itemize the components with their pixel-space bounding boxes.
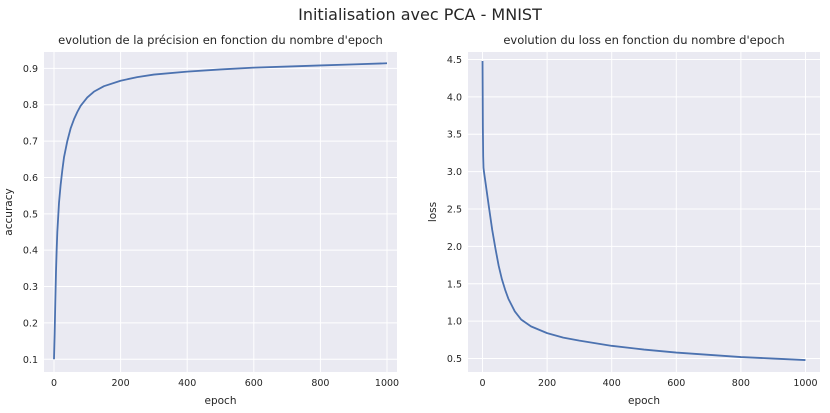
loss-y-tick-label: 2.5 bbox=[447, 205, 462, 216]
loss-y-tick-label: 0.5 bbox=[447, 354, 462, 365]
accuracy-y-tick-label: 0.4 bbox=[23, 246, 38, 257]
accuracy-x-tick-label: 800 bbox=[311, 378, 329, 389]
loss-y-tick-label: 1.5 bbox=[447, 279, 462, 290]
loss-y-axis-label: loss bbox=[427, 202, 439, 222]
accuracy-y-axis-label: accuracy bbox=[3, 188, 15, 235]
loss-y-tick-label: 1.0 bbox=[447, 317, 462, 328]
accuracy-y-tick-label: 0.7 bbox=[23, 137, 38, 148]
accuracy-x-tick-label: 200 bbox=[112, 378, 130, 389]
accuracy-y-tick-label: 0.5 bbox=[23, 209, 38, 220]
accuracy-y-tick-label: 0.3 bbox=[23, 282, 38, 293]
accuracy-y-tick-label: 0.1 bbox=[23, 355, 38, 366]
figure-title: Initialisation avec PCA - MNIST bbox=[298, 5, 542, 24]
accuracy-x-tick-label: 1000 bbox=[375, 378, 399, 389]
loss-chart-title: evolution du loss en fonction du nombre … bbox=[503, 33, 784, 47]
accuracy-chart-title: evolution de la précision en fonction du… bbox=[58, 33, 383, 47]
loss-x-tick-label: 800 bbox=[732, 378, 750, 389]
loss-chart: 0 200 400 600 800 1000 0.5 1.0 1.5 2.0 2.5 3.0 3.5 4.… bbox=[427, 33, 820, 407]
loss-x-tick-label: 1000 bbox=[793, 378, 817, 389]
loss-y-tick-label: 2.0 bbox=[447, 242, 462, 253]
accuracy-chart: 0 200 400 600 800 1000 0.1 0.2 0.3 0.4 0.5 0.6 0.7 0.… bbox=[3, 33, 399, 407]
loss-y-tick-label: 4.5 bbox=[447, 55, 462, 66]
accuracy-series-line bbox=[53, 62, 388, 360]
accuracy-y-tick-label: 0.2 bbox=[23, 318, 38, 329]
loss-y-tick-label: 3.0 bbox=[447, 167, 462, 178]
accuracy-y-tick-label: 0.6 bbox=[23, 173, 38, 184]
accuracy-plot-area bbox=[44, 52, 397, 372]
accuracy-x-tick-label: 0 bbox=[51, 378, 57, 389]
loss-y-tick-label: 3.5 bbox=[447, 130, 462, 141]
loss-y-tick-label: 4.0 bbox=[447, 92, 462, 103]
accuracy-x-tick-label: 400 bbox=[178, 378, 196, 389]
loss-plot-area bbox=[468, 52, 820, 372]
accuracy-x-tick-label: 600 bbox=[245, 378, 263, 389]
loss-x-tick-label: 200 bbox=[538, 378, 556, 389]
loss-x-tick-label: 600 bbox=[667, 378, 685, 389]
accuracy-x-axis-label: epoch bbox=[205, 395, 237, 407]
accuracy-y-tick-label: 0.9 bbox=[23, 64, 38, 75]
accuracy-y-tick-label: 0.8 bbox=[23, 100, 38, 111]
loss-x-tick-label: 0 bbox=[480, 378, 486, 389]
loss-series-line bbox=[481, 60, 806, 361]
loss-x-axis-label: epoch bbox=[628, 395, 660, 407]
loss-x-tick-label: 400 bbox=[603, 378, 621, 389]
